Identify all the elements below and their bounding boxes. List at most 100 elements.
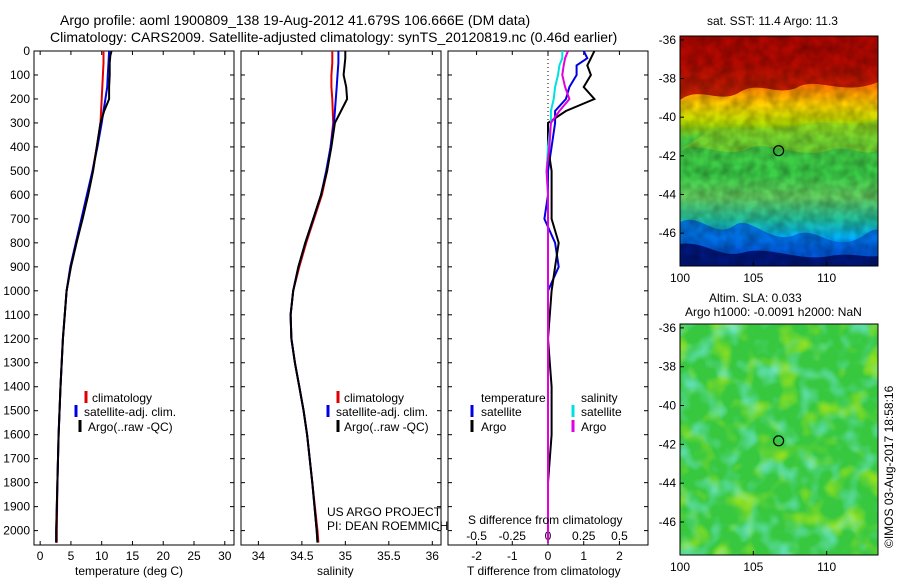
- x-tick-label: 5: [68, 549, 75, 563]
- top-x-tick-label: -0.5: [466, 529, 487, 543]
- y-tick-label: 700: [10, 212, 30, 226]
- x-tick-label: 30: [218, 549, 232, 563]
- series-line: [546, 50, 597, 543]
- map-x-tick-label: 110: [817, 560, 836, 574]
- sla-map-title: Altim. SLA: 0.033: [709, 291, 802, 305]
- map-axes: 100 105 110 -36 -38 -40 -42 -44 -46 100 105 110 -36 -…: [659, 33, 837, 574]
- x-tick-label: -2: [471, 549, 482, 563]
- x-tick-label: 10: [95, 549, 109, 563]
- map-x-tick-label: 110: [817, 271, 836, 285]
- sla-map-subtitle: Argo h1000: -0.0091 h2000: NaN: [685, 305, 862, 319]
- y-tick-label: 2000: [3, 524, 30, 538]
- imos-credit: ©IMOS 03-Aug-2017 18:58:16: [882, 385, 896, 548]
- map-y-tick-label: -40: [659, 110, 677, 124]
- map-x-tick-label: 100: [670, 560, 690, 574]
- y-tick-label: 1700: [3, 452, 30, 466]
- map-y-tick-label: -36: [659, 33, 677, 47]
- legend-temp-satellite: satellite: [481, 405, 522, 419]
- y-tick-label: 1900: [3, 500, 30, 514]
- sst-map-title: sat. SST: 11.4 Argo: 11.3: [707, 14, 838, 28]
- sst-profile-marker: [772, 145, 785, 157]
- legend-argo: Argo(..raw -QC): [88, 420, 173, 434]
- salinity-xlabel: salinity: [317, 564, 354, 578]
- y-tick-label: 500: [10, 164, 30, 178]
- x-tick-label: 35.5: [377, 549, 401, 563]
- y-tick-label: 900: [10, 260, 30, 274]
- x-tick-label: 2: [616, 549, 623, 563]
- legend-salinity-title: salinity: [581, 391, 618, 405]
- map-y-tick-label: -36: [659, 321, 677, 335]
- series-line: [545, 50, 571, 543]
- y-tick-label: 100: [10, 68, 30, 82]
- map-y-tick-label: -44: [659, 476, 677, 490]
- x-tick-label: 35: [339, 549, 353, 563]
- s-difference-label: S difference from climatology: [468, 513, 623, 527]
- salinity-legend: climatology satellite-adj. clim. Argo(..…: [326, 391, 429, 434]
- y-tick-label: 1100: [4, 308, 30, 322]
- x-tick-label: 15: [126, 549, 140, 563]
- legend-climatology: climatology: [92, 391, 152, 405]
- sla-profile-marker: [772, 435, 785, 447]
- x-tick-label: 36: [426, 549, 440, 563]
- y-tick-label: 800: [10, 236, 30, 250]
- map-y-tick-label: -46: [659, 515, 677, 529]
- map-y-tick-label: -44: [659, 187, 677, 201]
- series-line: [289, 51, 349, 543]
- sst-map-image: [680, 36, 878, 266]
- y-tick-label: 300: [10, 116, 30, 130]
- map-y-tick-label: -40: [659, 399, 677, 413]
- legend-argo: Argo(..raw -QC): [344, 420, 429, 434]
- y-tick-label: 1300: [3, 356, 30, 370]
- top-x-tick-label: -0.25: [499, 529, 527, 543]
- y-tick-label: 400: [10, 140, 30, 154]
- x-tick-label: 20: [157, 549, 171, 563]
- map-x-tick-label: 105: [743, 271, 763, 285]
- legend-sal-satellite: satellite: [581, 405, 622, 419]
- map-y-tick-label: -42: [659, 149, 677, 163]
- plot-frame: [33, 50, 235, 546]
- map-x-tick-label: 100: [670, 271, 690, 285]
- y-tick-label: 1600: [3, 428, 30, 442]
- x-tick-label: 34.5: [290, 549, 314, 563]
- y-tick-label: 1500: [3, 404, 30, 418]
- x-tick-label: 1: [580, 549, 587, 563]
- salinity-panel: 34 34.5 35 35.5 36: [240, 50, 442, 563]
- project-note-line2: PI: DEAN ROEMMICH: [327, 519, 448, 533]
- legend-satellite-adj: satellite-adj. clim.: [336, 405, 428, 419]
- temperature-legend: climatology satellite-adj. clim. Argo(..…: [74, 391, 176, 434]
- map-y-tick-label: -46: [659, 226, 677, 240]
- x-tick-label: 25: [187, 549, 201, 563]
- map-y-tick-label: -38: [659, 72, 677, 86]
- x-tick-label: -1: [507, 549, 518, 563]
- sla-map-image: [680, 324, 878, 555]
- figure-title-line2: Climatology: CARS2009. Satellite-adjuste…: [50, 29, 617, 45]
- y-tick-label: 600: [10, 188, 30, 202]
- y-tick-label: 200: [10, 92, 30, 106]
- legend-temperature-title: temperature: [481, 391, 546, 405]
- x-tick-label: 0: [545, 549, 552, 563]
- y-tick-label: 1200: [3, 332, 30, 346]
- top-x-tick-label: 0.5: [611, 529, 628, 543]
- map-x-tick-label: 105: [743, 560, 763, 574]
- legend-temp-argo: Argo: [481, 420, 507, 434]
- legend-sal-argo: Argo: [581, 420, 607, 434]
- y-tick-label: 1400: [3, 380, 30, 394]
- project-note-line1: US ARGO PROJECT: [327, 505, 442, 519]
- x-tick-label: 34: [252, 549, 266, 563]
- series-line: [55, 50, 113, 543]
- temperature-panel: 0 5 10 15 20 25 300100200300400500600700800900…: [3, 44, 235, 563]
- map-y-tick-label: -38: [659, 360, 677, 374]
- plot-frame: [240, 50, 442, 546]
- x-tick-label: 0: [37, 549, 44, 563]
- top-x-tick-label: 0.25: [572, 529, 596, 543]
- y-tick-label: 1800: [3, 476, 30, 490]
- difference-panel: -2 -1 0 1 2-0.5 -0.25 0 0.25 0.5: [447, 50, 649, 563]
- legend-satellite-adj: satellite-adj. clim.: [84, 405, 176, 419]
- legend-climatology: climatology: [344, 391, 404, 405]
- t-difference-xlabel: T difference from climatology: [467, 564, 621, 578]
- difference-legend: temperature satellite Argo salinity sate…: [470, 391, 622, 434]
- y-tick-label: 1000: [3, 284, 30, 298]
- y-tick-label: 0: [23, 44, 30, 58]
- figure-title-line1: Argo profile: aoml 1900809_138 19-Aug-20…: [60, 12, 530, 28]
